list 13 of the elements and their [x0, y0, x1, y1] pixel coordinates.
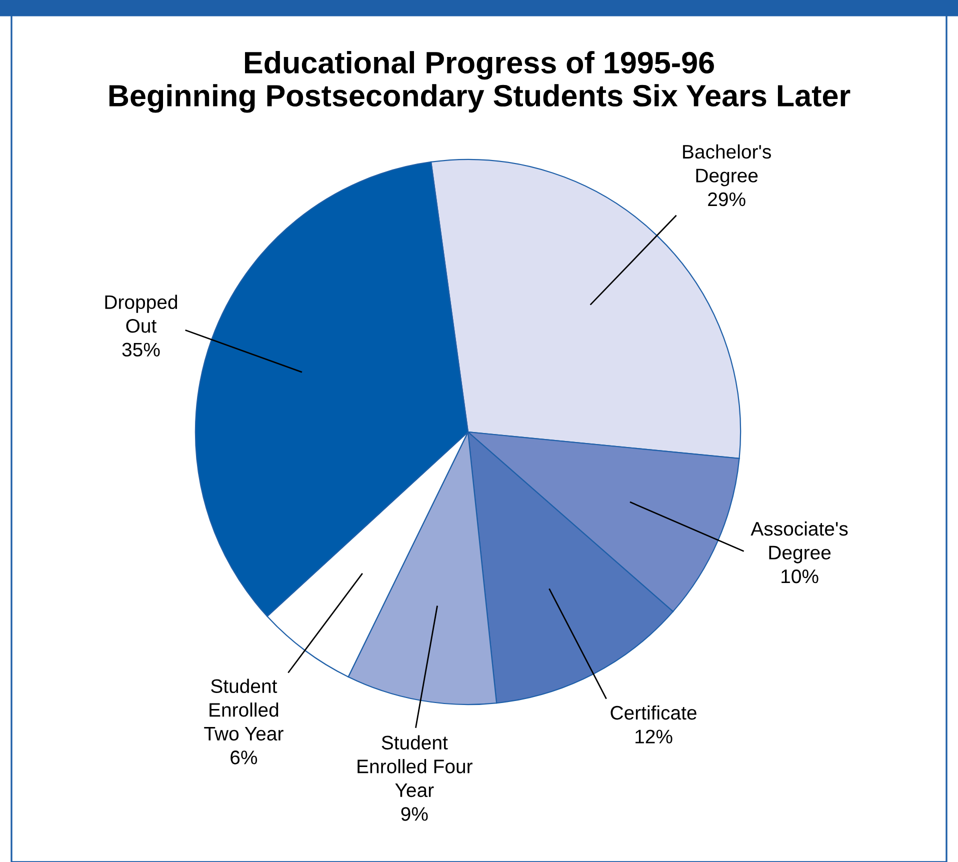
data-label: 6% — [230, 750, 258, 764]
data-label: 35% — [122, 342, 160, 357]
slice-label: Certificate — [610, 705, 696, 720]
data-label: 29% — [708, 192, 746, 206]
slice-label: Bachelor's Degree — [683, 144, 771, 186]
data-label: 10% — [782, 569, 818, 584]
slice-label: Dropped Out — [105, 294, 178, 333]
data-label: 9% — [401, 807, 428, 821]
data-label: 12% — [636, 730, 672, 744]
chart-title: Educational Progress of 1995-96 Beginning Postsecondary Students Six Years Later — [109, 51, 850, 113]
slice-label: Student Enrolled Four Year — [358, 735, 472, 798]
slice-label: Student Enrolled Two Year — [204, 678, 284, 741]
slice-label: Associate's Degree — [750, 521, 848, 564]
